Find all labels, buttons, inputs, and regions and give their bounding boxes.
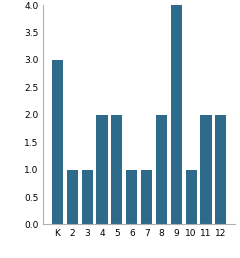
Bar [82, 170, 93, 224]
Bar [126, 170, 137, 224]
Bar [67, 170, 78, 224]
Bar [215, 115, 227, 224]
Bar [52, 60, 63, 224]
Bar [171, 5, 182, 224]
Bar [200, 115, 212, 224]
Bar [156, 115, 167, 224]
Bar [96, 115, 108, 224]
Bar [111, 115, 122, 224]
Bar [141, 170, 152, 224]
Bar [186, 170, 197, 224]
